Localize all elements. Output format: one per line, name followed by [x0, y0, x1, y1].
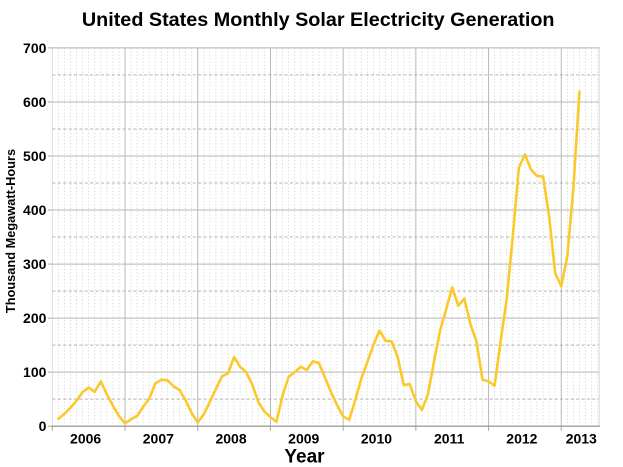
- svg-text:500: 500: [23, 148, 47, 164]
- svg-text:2009: 2009: [288, 431, 319, 447]
- svg-text:2008: 2008: [215, 431, 246, 447]
- svg-text:400: 400: [23, 202, 47, 218]
- svg-text:2013: 2013: [566, 431, 597, 447]
- svg-text:2006: 2006: [70, 431, 101, 447]
- svg-text:0: 0: [39, 418, 47, 434]
- svg-text:Year: Year: [284, 446, 325, 467]
- svg-text:2011: 2011: [434, 431, 465, 447]
- svg-text:2012: 2012: [506, 431, 537, 447]
- svg-text:2007: 2007: [143, 431, 174, 447]
- svg-text:200: 200: [23, 310, 47, 326]
- svg-text:600: 600: [23, 94, 47, 110]
- svg-text:700: 700: [23, 40, 47, 56]
- svg-text:300: 300: [23, 256, 47, 272]
- svg-text:Thousand Megawatt-Hours: Thousand Megawatt-Hours: [3, 149, 18, 313]
- svg-text:100: 100: [23, 364, 47, 380]
- svg-text:United States Monthly Solar El: United States Monthly Solar Electricity …: [82, 9, 555, 31]
- svg-text:2010: 2010: [361, 431, 392, 447]
